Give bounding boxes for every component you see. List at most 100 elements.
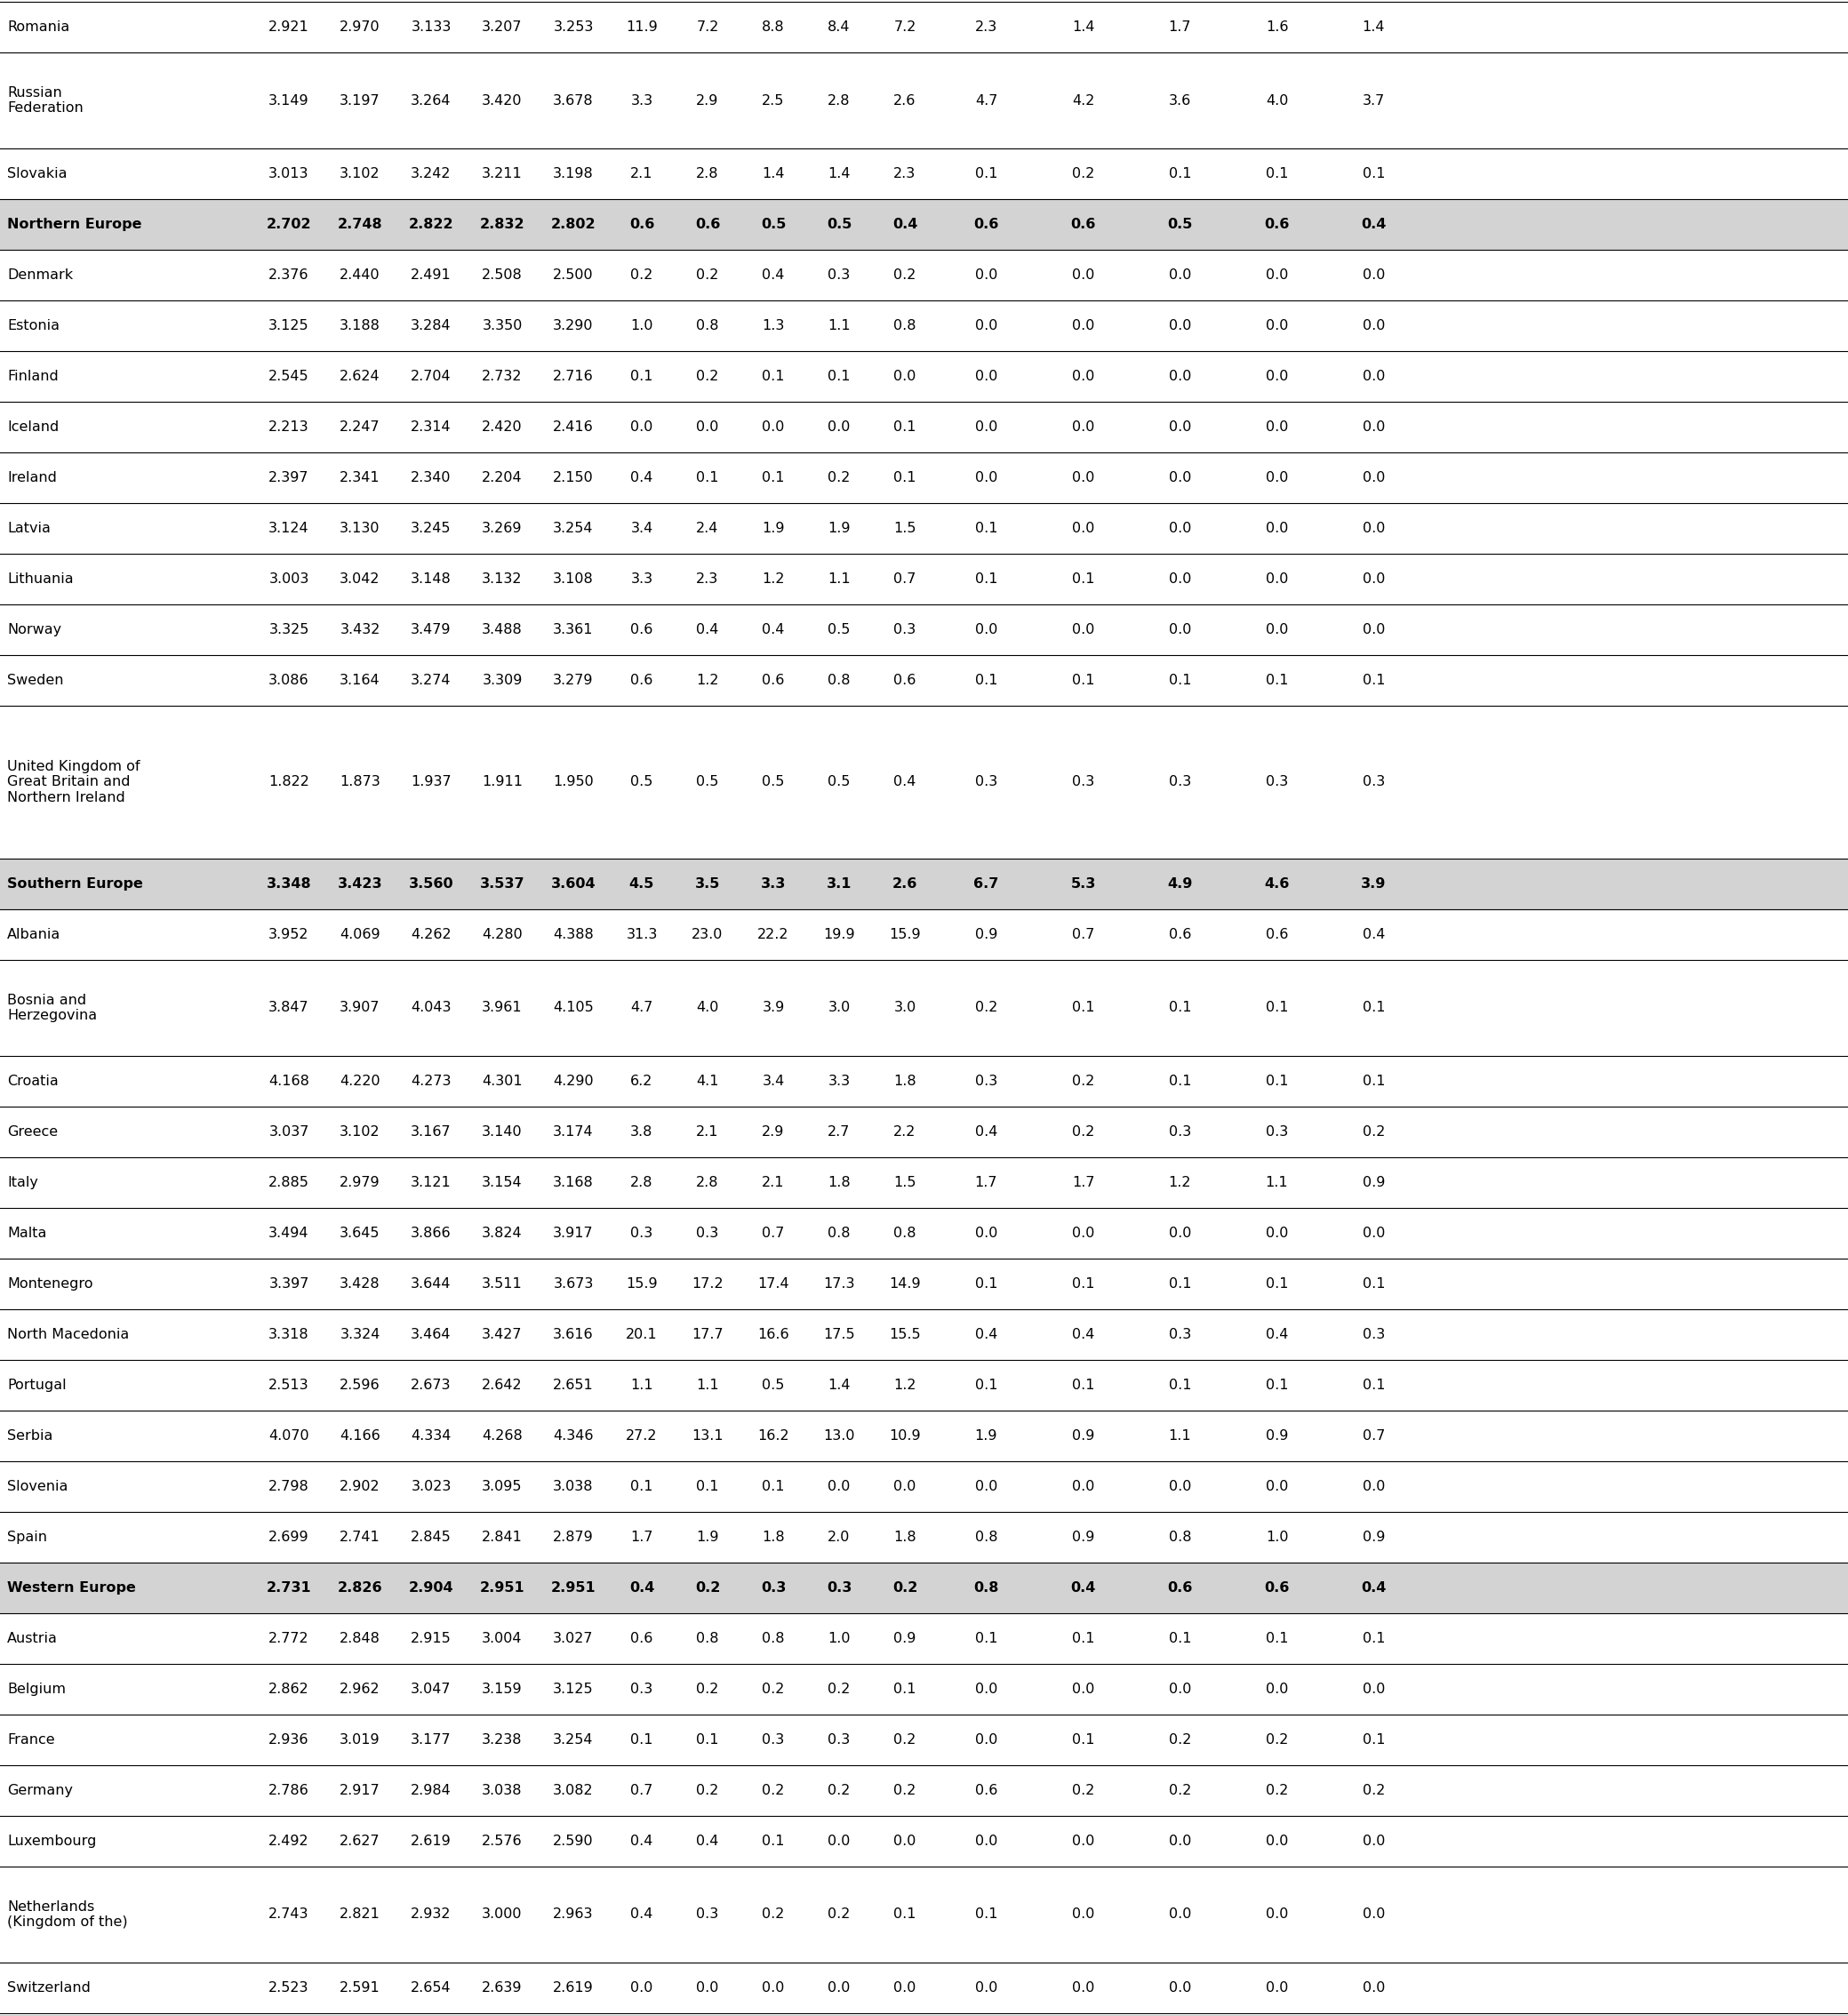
Text: 3.420: 3.420 [482, 95, 523, 107]
Text: 2.4: 2.4 [697, 522, 719, 536]
Text: 4.0: 4.0 [697, 1001, 719, 1016]
Text: 2.213: 2.213 [268, 421, 309, 433]
Text: Ireland: Ireland [7, 472, 57, 484]
Text: 0.0: 0.0 [1362, 421, 1384, 433]
Text: 0.0: 0.0 [1362, 1683, 1384, 1697]
Text: 2.6: 2.6 [893, 877, 917, 891]
Text: 3.086: 3.086 [268, 673, 309, 687]
Text: 3.027: 3.027 [553, 1632, 593, 1644]
Text: Albania: Albania [7, 927, 61, 941]
Text: 0.1: 0.1 [697, 1733, 719, 1747]
Text: Austria: Austria [7, 1632, 57, 1644]
Text: 3.917: 3.917 [553, 1227, 593, 1239]
Text: 3.177: 3.177 [410, 1733, 451, 1747]
Text: 0.5: 0.5 [630, 776, 652, 788]
Text: Germany: Germany [7, 1783, 72, 1797]
Text: 2.420: 2.420 [482, 421, 523, 433]
Text: 0.9: 0.9 [1362, 1177, 1384, 1189]
Text: 8.8: 8.8 [761, 20, 785, 34]
Text: 0.0: 0.0 [1168, 421, 1192, 433]
Text: 1.937: 1.937 [410, 776, 451, 788]
Text: 2.314: 2.314 [410, 421, 451, 433]
Text: 0.1: 0.1 [761, 1834, 785, 1848]
Text: 0.0: 0.0 [1362, 268, 1384, 282]
Text: 0.3: 0.3 [697, 1908, 719, 1920]
Text: 0.2: 0.2 [1266, 1783, 1288, 1797]
Text: 0.1: 0.1 [1072, 572, 1094, 586]
Text: 3.102: 3.102 [340, 1124, 381, 1138]
Text: 3.494: 3.494 [268, 1227, 309, 1239]
Text: 0.0: 0.0 [894, 1981, 917, 1995]
Text: 0.1: 0.1 [976, 1378, 998, 1392]
Text: 0.3: 0.3 [976, 1074, 998, 1088]
Text: 0.2: 0.2 [1072, 1783, 1094, 1797]
Text: 0.7: 0.7 [630, 1783, 652, 1797]
Text: 3.423: 3.423 [338, 877, 383, 891]
Text: Norway: Norway [7, 623, 61, 637]
Text: 0.2: 0.2 [1168, 1733, 1192, 1747]
Text: 0.0: 0.0 [1266, 318, 1288, 332]
Text: 3.427: 3.427 [482, 1328, 523, 1342]
Text: 1.9: 1.9 [761, 522, 785, 536]
Text: 0.1: 0.1 [1266, 673, 1288, 687]
Text: 2.732: 2.732 [482, 371, 523, 383]
Text: 0.8: 0.8 [894, 1227, 917, 1239]
Text: 3.207: 3.207 [482, 20, 523, 34]
Text: 3.125: 3.125 [268, 318, 309, 332]
Text: 0.2: 0.2 [697, 1783, 719, 1797]
Text: Russian
Federation: Russian Federation [7, 87, 83, 115]
Text: 3.174: 3.174 [553, 1124, 593, 1138]
Text: 0.1: 0.1 [1266, 1001, 1288, 1016]
Text: 0.0: 0.0 [828, 1479, 850, 1493]
Text: 2.936: 2.936 [268, 1733, 309, 1747]
Text: 0.0: 0.0 [697, 1981, 719, 1995]
Text: 2.8: 2.8 [697, 1177, 719, 1189]
Text: 0.7: 0.7 [1362, 1429, 1384, 1443]
Text: 2.0: 2.0 [828, 1531, 850, 1543]
Text: 1.4: 1.4 [828, 167, 850, 181]
Text: 2.862: 2.862 [268, 1683, 309, 1697]
Text: 2.932: 2.932 [410, 1908, 451, 1920]
Text: 0.3: 0.3 [761, 1582, 785, 1594]
Text: 6.7: 6.7 [974, 877, 998, 891]
Text: 2.523: 2.523 [268, 1981, 309, 1995]
Text: 0.2: 0.2 [761, 1683, 785, 1697]
Text: 4.1: 4.1 [697, 1074, 719, 1088]
Text: 0.0: 0.0 [1362, 1908, 1384, 1920]
Text: 0.0: 0.0 [976, 472, 998, 484]
Text: 0.0: 0.0 [1362, 1479, 1384, 1493]
Text: 4.388: 4.388 [553, 927, 593, 941]
Text: Netherlands
(Kingdom of the): Netherlands (Kingdom of the) [7, 1900, 128, 1928]
Text: 2.904: 2.904 [408, 1582, 453, 1594]
Text: 3.159: 3.159 [482, 1683, 523, 1697]
Text: 3.348: 3.348 [266, 877, 312, 891]
Text: 0.0: 0.0 [894, 371, 917, 383]
Text: 0.0: 0.0 [1362, 1227, 1384, 1239]
Text: 3.1: 3.1 [826, 877, 852, 891]
Text: 0.1: 0.1 [1072, 673, 1094, 687]
Text: 3.125: 3.125 [553, 1683, 593, 1697]
Text: 14.9: 14.9 [889, 1278, 920, 1290]
Text: 0.0: 0.0 [1072, 1479, 1094, 1493]
Text: 1.7: 1.7 [630, 1531, 652, 1543]
Text: 1.2: 1.2 [697, 673, 719, 687]
Text: 2.702: 2.702 [266, 218, 312, 232]
Text: 2.590: 2.590 [553, 1834, 593, 1848]
Text: 0.4: 0.4 [1362, 1582, 1386, 1594]
Text: 0.1: 0.1 [1362, 673, 1386, 687]
Text: 3.254: 3.254 [553, 1733, 593, 1747]
Text: 3.673: 3.673 [553, 1278, 593, 1290]
Text: 19.9: 19.9 [822, 927, 856, 941]
Text: 2.3: 2.3 [894, 167, 917, 181]
Text: 0.1: 0.1 [1266, 1378, 1288, 1392]
Text: 3.9: 3.9 [1362, 877, 1386, 891]
Text: 4.069: 4.069 [340, 927, 381, 941]
Text: 2.772: 2.772 [268, 1632, 309, 1644]
Text: 3.168: 3.168 [553, 1177, 593, 1189]
Text: 0.0: 0.0 [1072, 1683, 1094, 1697]
Text: Serbia: Serbia [7, 1429, 54, 1443]
Text: 3.121: 3.121 [410, 1177, 451, 1189]
Text: 3.242: 3.242 [410, 167, 451, 181]
Text: 0.1: 0.1 [761, 371, 785, 383]
Text: 1.9: 1.9 [976, 1429, 998, 1443]
